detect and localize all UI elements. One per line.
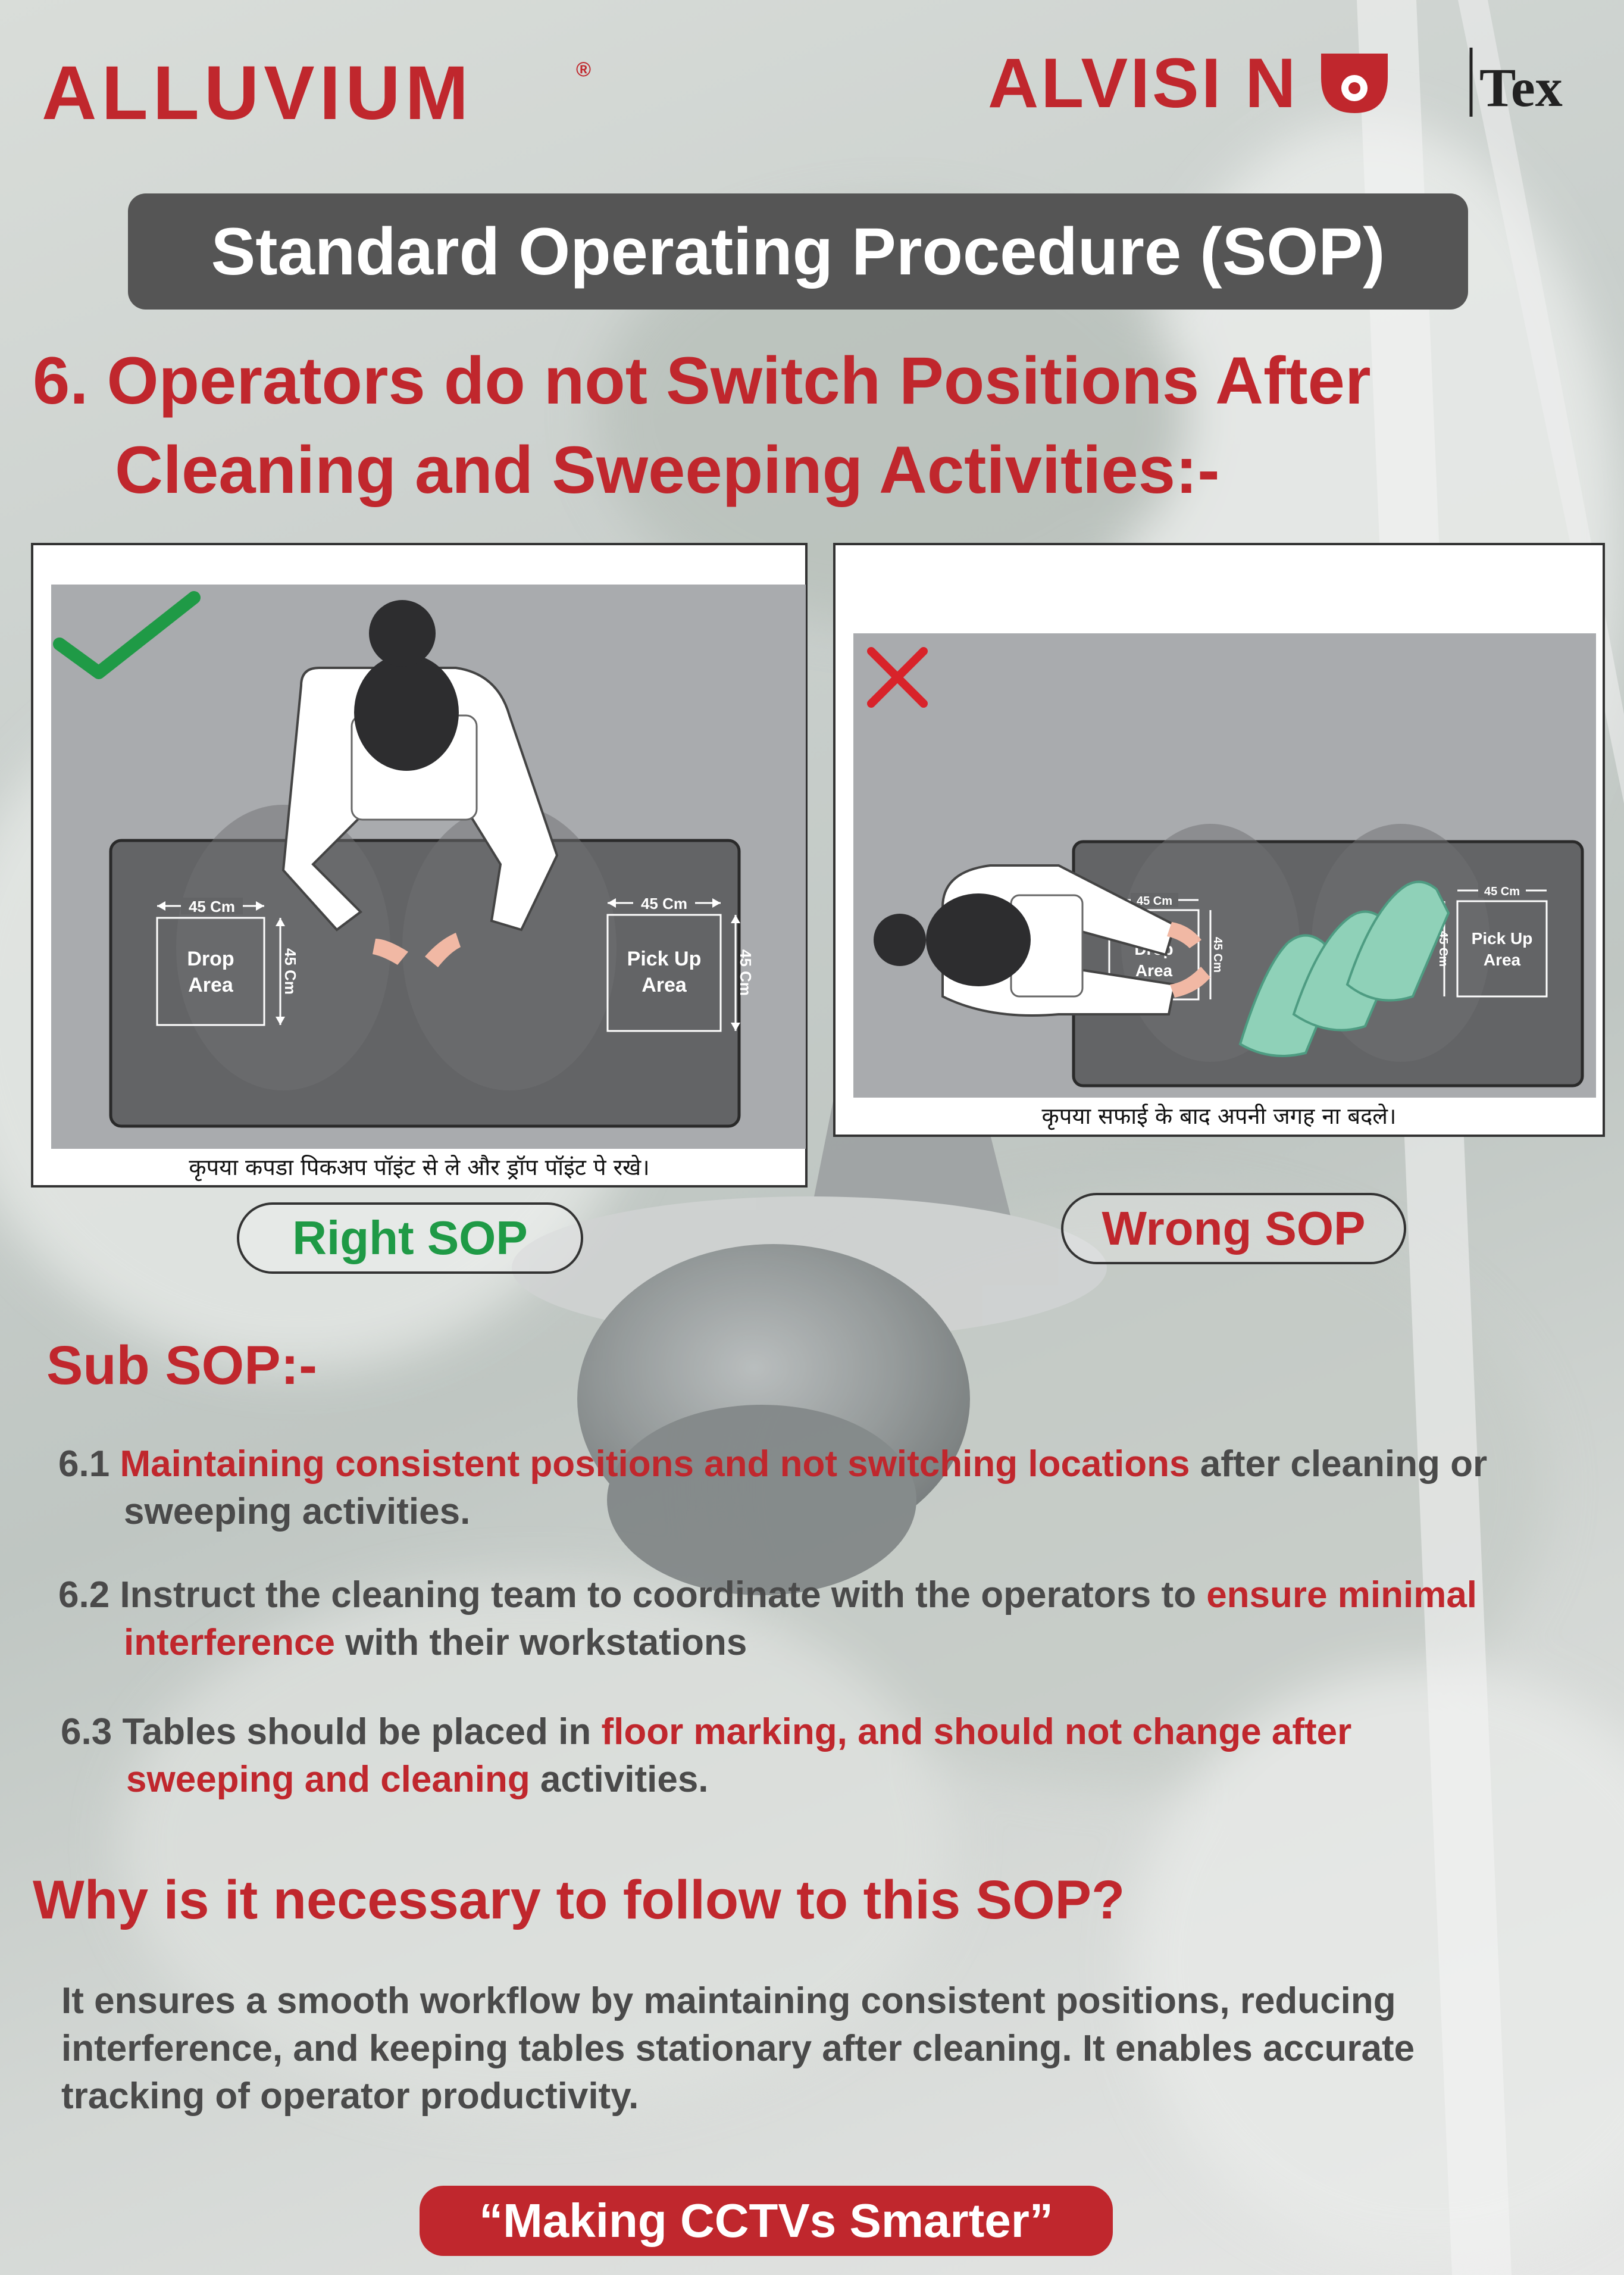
item-text-line2: activities.: [530, 1759, 709, 1800]
why-paragraph: It ensures a smooth workflow by maintain…: [61, 1977, 1609, 2120]
dim-label-drop-width: 45 Cm: [1137, 895, 1172, 908]
wrong-sop-label-text: Wrong SOP: [1102, 1202, 1366, 1255]
dim-label-pickup-height: 45 Cm: [737, 949, 755, 996]
sop-title-bar: Standard Operating Procedure (SOP): [128, 193, 1468, 310]
sub-sop-item-6-1: 6.1 Maintaining consistent positions and…: [58, 1440, 1606, 1536]
right-sop-caption: कृपया कपडा पिकअप पॉइंट से ले और ड्रॉप पॉ…: [189, 1154, 650, 1180]
right-sop-label: Right SOP: [237, 1202, 583, 1274]
alvision-tex-logo: ALVISI N Tex: [988, 40, 1595, 123]
registered-mark-symbol: ®: [576, 58, 591, 81]
right-sop-panel: 45 Cm 45 Cm Drop Area 45 Cm 45 Cm Pick U…: [31, 543, 808, 1188]
drop-area-label-line2: Area: [1135, 961, 1173, 980]
wrong-sop-label: Wrong SOP: [1061, 1193, 1406, 1264]
wrong-sop-panel: 45 Cm 45 Cm Drop Area 45 Cm 45 Cm Pick U…: [833, 543, 1605, 1137]
right-sop-label-text: Right SOP: [292, 1211, 528, 1264]
why-line-2: interference, and keeping tables station…: [61, 2028, 1415, 2069]
operator-head: [354, 654, 459, 771]
sub-sop-item-6-3: 6.3 Tables should be placed in floor mar…: [61, 1708, 1608, 1804]
alvision-logo-text: ALVISI N: [988, 44, 1298, 121]
dim-label-drop-width: 45 Cm: [189, 898, 235, 915]
drop-area-label-line2: Area: [188, 974, 234, 996]
right-sop-illustration: 45 Cm 45 Cm Drop Area 45 Cm 45 Cm Pick U…: [51, 585, 806, 1149]
pickup-area-label-line2: Area: [1484, 951, 1521, 969]
wrong-sop-illustration: 45 Cm 45 Cm Drop Area 45 Cm 45 Cm Pick U…: [853, 633, 1596, 1098]
why-line-1: It ensures a smooth workflow by maintain…: [61, 1980, 1396, 2021]
dim-label-drop-height: 45 Cm: [281, 948, 299, 995]
dim-label-drop-height: 45 Cm: [1211, 937, 1224, 973]
cloth-pile: [1238, 880, 1450, 1057]
why-heading: Why is it necessary to follow to this SO…: [33, 1870, 1125, 1930]
operator-head: [926, 893, 1031, 986]
heading-line-2: Cleaning and Sweeping Activities:-: [115, 433, 1220, 507]
heading-line-1: 6. Operators do not Switch Positions Aft…: [33, 343, 1371, 418]
camera-o-icon: [1321, 54, 1388, 113]
page-title: Standard Operating Procedure (SOP): [211, 214, 1385, 289]
item-text-line2: sweeping activities.: [124, 1491, 471, 1532]
item-text: after cleaning or: [1190, 1443, 1488, 1485]
tagline-banner: “Making CCTVs Smarter”: [420, 2186, 1113, 2256]
dim-label-pickup-height: 45 Cm: [1437, 931, 1450, 967]
item-highlight-line2: sweeping and cleaning: [126, 1759, 530, 1800]
item-number: 6.3: [61, 1711, 112, 1752]
pickup-area-label-line2: Area: [642, 974, 687, 996]
sub-sop-item-6-2: 6.2 Instruct the cleaning team to coordi…: [58, 1571, 1606, 1667]
item-number: 6.2: [58, 1574, 110, 1615]
item-text: Tables should be placed in: [122, 1711, 602, 1752]
tex-logo-text: Tex: [1479, 57, 1563, 118]
alluvium-logo-text: ALLUVIUM: [42, 52, 473, 130]
pickup-area-label-line1: Pick Up: [627, 948, 702, 970]
tagline-text: “Making CCTVs Smarter”: [479, 2194, 1053, 2247]
item-highlight: floor marking, and should not change aft…: [601, 1711, 1352, 1752]
drop-area-label-line1: Drop: [187, 948, 234, 970]
item-highlight-line2: interference: [124, 1622, 335, 1663]
pickup-area-label-line1: Pick Up: [1472, 929, 1533, 948]
wrong-sop-caption: कृपया सफाई के बाद अपनी जगह ना बदले।: [1041, 1103, 1397, 1129]
dim-label-pickup-width: 45 Cm: [641, 895, 687, 912]
item-highlight: ensure minimal: [1206, 1574, 1478, 1615]
item-number: 6.1: [58, 1443, 110, 1485]
item-text-line2: with their workstations: [334, 1622, 747, 1663]
why-line-3: tracking of operator productivity.: [61, 2076, 639, 2117]
sub-sop-heading: Sub SOP:-: [46, 1335, 317, 1396]
alluvium-logo: ALLUVIUM Tex ®: [42, 51, 595, 136]
section-heading: 6. Operators do not Switch Positions Aft…: [33, 336, 1610, 515]
item-text: Instruct the cleaning team to coordinate…: [120, 1574, 1207, 1615]
item-highlight: Maintaining consistent positions and not…: [120, 1443, 1190, 1485]
check-mark-icon: [53, 591, 201, 679]
dim-label-pickup-width: 45 Cm: [1484, 885, 1520, 898]
cross-mark-icon: [867, 647, 928, 708]
